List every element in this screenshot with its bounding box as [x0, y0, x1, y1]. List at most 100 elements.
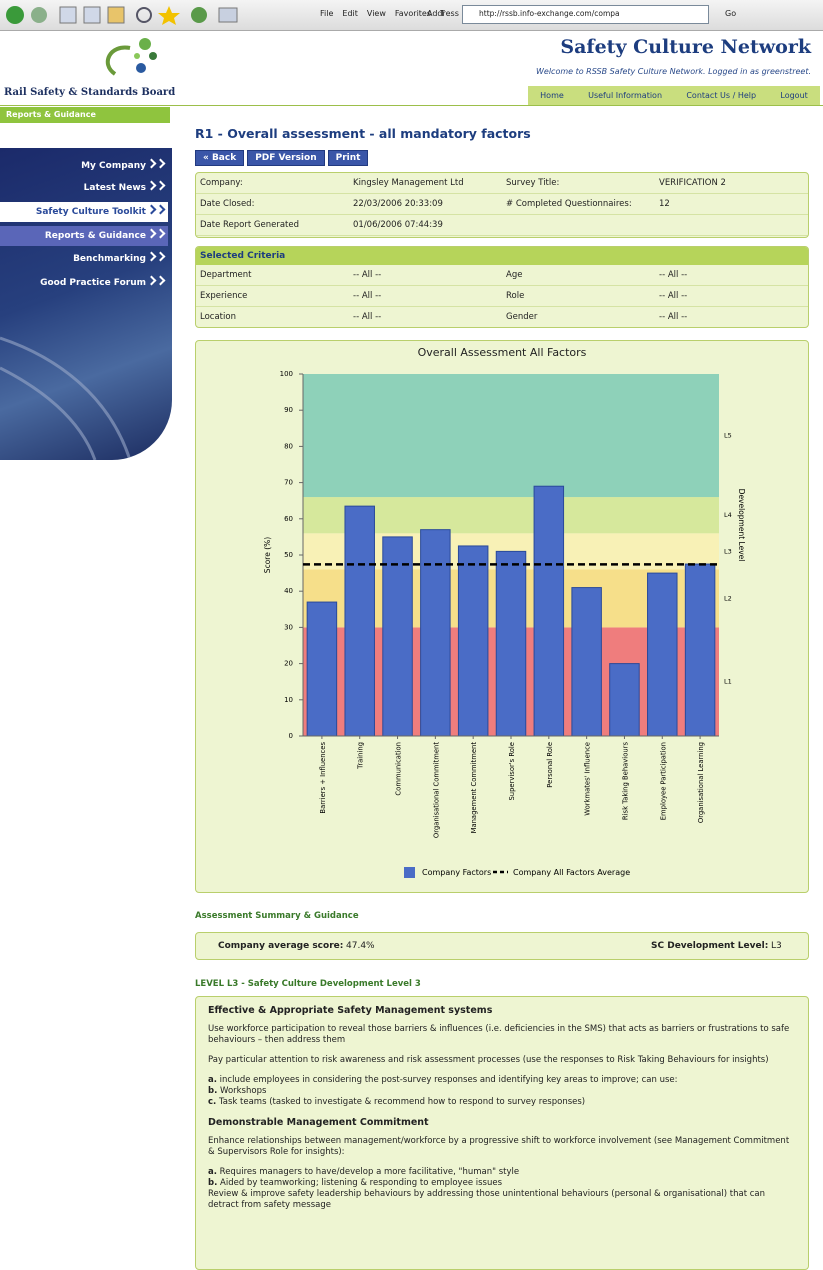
table-row: Date Report Generated01/06/2006 07:44:39 — [196, 215, 808, 236]
level-label: SC Development Level: — [651, 941, 768, 951]
table-cell: -- All -- — [655, 312, 808, 322]
chevron — [146, 249, 168, 269]
list-marker: a. — [208, 1075, 217, 1085]
guidance-line: b. Workshops — [208, 1086, 796, 1097]
chevron-mark — [156, 276, 166, 286]
side-nav-item[interactable]: Latest News — [0, 178, 168, 198]
side-nav-label: My Company — [81, 161, 146, 171]
level-label: L3 — [724, 547, 732, 555]
bar — [345, 506, 374, 736]
table-cell: 01/06/2006 07:44:39 — [349, 220, 502, 230]
header-rule — [0, 105, 823, 106]
button[interactable]: PDF Version — [247, 150, 324, 166]
table-cell: -- All -- — [349, 312, 502, 322]
bar — [572, 588, 601, 736]
x-tick-label: Personal Role — [546, 742, 554, 788]
guidance-paragraph: a. Requires managers to have/develop a m… — [208, 1167, 796, 1211]
side-nav-item[interactable]: Safety Culture Toolkit — [0, 202, 168, 222]
logo — [95, 34, 165, 84]
menu-item[interactable]: View — [367, 9, 386, 18]
table-row: Department-- All --Age-- All -- — [196, 265, 808, 286]
side-nav-item[interactable]: Benchmarking — [0, 249, 168, 269]
y-axis-label: Score (%) — [263, 537, 272, 573]
button[interactable]: « Back — [195, 150, 244, 166]
section-label: Reports & Guidance — [0, 107, 170, 123]
guidance-text: Task teams (tasked to investigate & reco… — [219, 1097, 585, 1107]
table-cell: Experience — [196, 291, 349, 301]
x-tick-label: Management Commitment — [470, 742, 478, 834]
table-cell: # Completed Questionnaires: — [502, 199, 655, 209]
guidance-text: Review & improve safety leadership behav… — [208, 1189, 765, 1210]
y-tick-label: 0 — [289, 732, 293, 740]
guidance-paragraph: a. include employees in considering the … — [208, 1075, 796, 1108]
table-cell: -- All -- — [349, 291, 502, 301]
table-cell: Kingsley Management Ltd — [349, 178, 502, 188]
side-nav-item[interactable]: Reports & Guidance — [0, 226, 168, 246]
y-tick-label: 70 — [284, 479, 293, 487]
y-tick-label: 30 — [284, 623, 293, 631]
table-cell: Survey Title: — [502, 178, 655, 188]
guidance-paragraph: Enhance relationships between management… — [208, 1136, 796, 1158]
nav-link[interactable]: Contact Us / Help — [686, 91, 756, 100]
x-tick-label: Communication — [395, 742, 403, 796]
page-title: R1 - Overall assessment - all mandatory … — [195, 126, 531, 141]
guidance-text: include employees in considering the pos… — [220, 1075, 678, 1085]
chart: Overall Assessment All Factors L1L2L3L4L… — [196, 341, 808, 892]
guidance-text: Enhance relationships between management… — [208, 1136, 789, 1157]
menu-item[interactable]: Favorites — [395, 9, 431, 18]
side-nav-item[interactable]: Good Practice Forum — [0, 273, 168, 293]
chevron-mark — [156, 229, 166, 239]
toolbar-icons — [4, 4, 254, 26]
bar — [307, 602, 336, 736]
legend-swatch — [404, 867, 415, 878]
table-cell: -- All -- — [655, 270, 808, 280]
level-label: L4 — [724, 511, 732, 519]
summary-heading: Assessment Summary & Guidance — [195, 911, 359, 921]
guidance-line: c. Task teams (tasked to investigate & r… — [208, 1097, 796, 1108]
guidance-line: Pay particular attention to risk awarene… — [208, 1055, 796, 1066]
bar — [421, 530, 450, 736]
chevron — [146, 202, 168, 222]
report-info: Company:Kingsley Management LtdSurvey Ti… — [195, 172, 809, 238]
table-cell: Date Closed: — [196, 199, 349, 209]
address-field[interactable]: http://rssb.info-exchange.com/compa — [462, 5, 709, 24]
table-cell: Age — [502, 270, 655, 280]
criteria-title: Selected Criteria — [196, 247, 808, 265]
x-tick-label: Workmates' Influence — [584, 742, 592, 816]
menu-item[interactable]: Edit — [342, 9, 358, 18]
menu-item[interactable]: File — [320, 9, 333, 18]
list-marker: a. — [208, 1167, 217, 1177]
side-nav: My Company Latest News Safety Culture Tool… — [0, 148, 172, 460]
score: 47.4% — [346, 941, 375, 951]
nav-link[interactable]: Useful Information — [588, 91, 662, 100]
bar — [648, 573, 677, 736]
guidance-section-title: Effective & Appropriate Safety Managemen… — [208, 1005, 796, 1016]
side-nav-label: Latest News — [84, 183, 146, 193]
guidance-text: Use workforce participation to reveal th… — [208, 1024, 789, 1045]
guidance-section-title: Demonstrable Management Commitment — [208, 1117, 796, 1128]
guidance-line: a. Requires managers to have/develop a m… — [208, 1167, 796, 1178]
side-nav-item[interactable]: My Company — [0, 156, 168, 176]
nav-link[interactable]: Home — [540, 91, 564, 100]
button[interactable]: Print — [328, 150, 369, 166]
table-row: Location-- All --Gender-- All -- — [196, 307, 808, 328]
legend-label: Company All Factors Average — [513, 868, 630, 877]
side-nav-label: Safety Culture Toolkit — [36, 207, 146, 217]
bar — [534, 486, 563, 736]
table-cell: Gender — [502, 312, 655, 322]
go-button[interactable]: Go — [725, 9, 736, 18]
y-tick-label: 10 — [284, 696, 293, 704]
level-label: L2 — [724, 594, 732, 602]
address-label[interactable]: Address — [427, 9, 459, 18]
x-tick-label: Organisational Learning — [697, 742, 705, 823]
guidance-line: a. include employees in considering the … — [208, 1075, 796, 1086]
table-cell: 22/03/2006 20:33:09 — [349, 199, 502, 209]
nav-link[interactable]: Logout — [780, 91, 807, 100]
page: FileEditViewFavoritesT Address http://rs… — [0, 0, 823, 1241]
guidance-text: Workshops — [220, 1086, 266, 1096]
y-tick-label: 60 — [284, 515, 293, 523]
score-label: Company average score: — [218, 941, 343, 951]
